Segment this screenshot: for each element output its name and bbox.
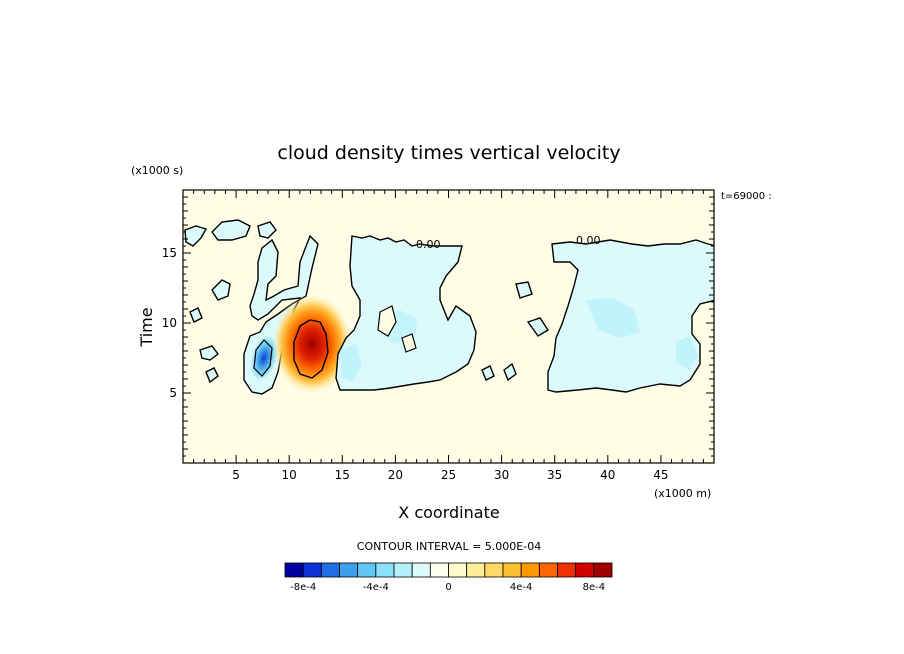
plot-area: 0.00 0.00 [183, 190, 714, 463]
x-axis-ticks: 5 10 15 20 25 30 35 40 45 [193, 190, 704, 482]
colorbar-swatch [393, 562, 413, 578]
x-tick-label: 30 [494, 468, 509, 482]
field-region-small-f [503, 362, 517, 382]
field-region-small-g [515, 281, 533, 299]
x-tick-label: 40 [600, 468, 615, 482]
x-tick-label: 35 [547, 468, 562, 482]
y-axis-ticks: 5 10 15 [162, 196, 714, 457]
y-scale-label: (x1000 s) [131, 164, 183, 177]
colorbar-swatch [448, 562, 468, 578]
y-tick-label: 5 [169, 386, 177, 400]
field-region-left-top [184, 225, 208, 247]
field-region-small-h [526, 317, 549, 337]
field-region-right-light [586, 298, 640, 338]
colorbar-tick-label: -4e-4 [363, 582, 389, 593]
colorbar-swatch [484, 562, 504, 578]
colorbar [284, 562, 613, 578]
y-tick-label: 10 [162, 316, 177, 330]
field-region-left-top2 [211, 219, 251, 241]
downdraft-contour [253, 339, 273, 377]
colorbar-swatch [357, 562, 377, 578]
x-axis-label: X coordinate [398, 503, 499, 522]
colorbar-swatch [339, 562, 359, 578]
x-tick-label: 10 [282, 468, 297, 482]
colorbar-swatch [411, 562, 431, 578]
colorbar-swatch [429, 562, 449, 578]
x-tick-label: 45 [653, 468, 668, 482]
field-region-small-c [205, 367, 219, 384]
colorbar-swatch [302, 562, 322, 578]
field-region-center-light [340, 344, 362, 382]
field-region-small-d [189, 307, 203, 323]
y-axis-label: Time [137, 307, 156, 347]
x-scale-label: (x1000 m) [654, 487, 711, 500]
contour-label-right: 0.00 [576, 234, 601, 247]
colorbar-swatch [502, 562, 522, 578]
contour-label-center: 0.00 [416, 238, 441, 251]
colorbar-tick-label: 8e-4 [583, 582, 606, 593]
field-region-center-notch [377, 305, 397, 337]
colorbar-tick-label: 0 [445, 582, 451, 593]
updraft-contour [293, 319, 329, 379]
x-tick-label: 20 [388, 468, 403, 482]
colorbar-swatch [466, 562, 486, 578]
colorbar-tick-label: -8e-4 [290, 582, 316, 593]
field-region-center-notch2 [401, 333, 417, 353]
colorbar-swatch [538, 562, 558, 578]
colorbar-tick-label: 4e-4 [510, 582, 533, 593]
field-region-small-e [481, 365, 495, 381]
field-region-small-b [199, 345, 219, 361]
field-region-right-light2 [676, 336, 698, 370]
colorbar-swatch [575, 562, 595, 578]
field-region-small-a [211, 279, 231, 301]
updraft-outer [272, 294, 352, 394]
colorbar-labels: -8e-4 -4e-4 0 4e-4 8e-4 [290, 582, 605, 593]
x-tick-label: 15 [335, 468, 350, 482]
field-region-left-mid [257, 221, 277, 239]
chart-title: cloud density times vertical velocity [277, 142, 620, 164]
colorbar-swatch [375, 562, 395, 578]
contour-interval-label: CONTOUR INTERVAL = 5.000E-04 [357, 540, 541, 553]
time-label: t=69000 : [721, 191, 772, 202]
colorbar-swatch [284, 562, 304, 578]
colorbar-swatch [520, 562, 540, 578]
x-tick-label: 5 [232, 468, 240, 482]
y-tick-label: 15 [162, 246, 177, 260]
colorbar-swatch [593, 562, 613, 578]
x-tick-label: 25 [441, 468, 456, 482]
field-region-center [335, 235, 477, 391]
colorbar-swatch [320, 562, 340, 578]
colorbar-swatch [557, 562, 577, 578]
